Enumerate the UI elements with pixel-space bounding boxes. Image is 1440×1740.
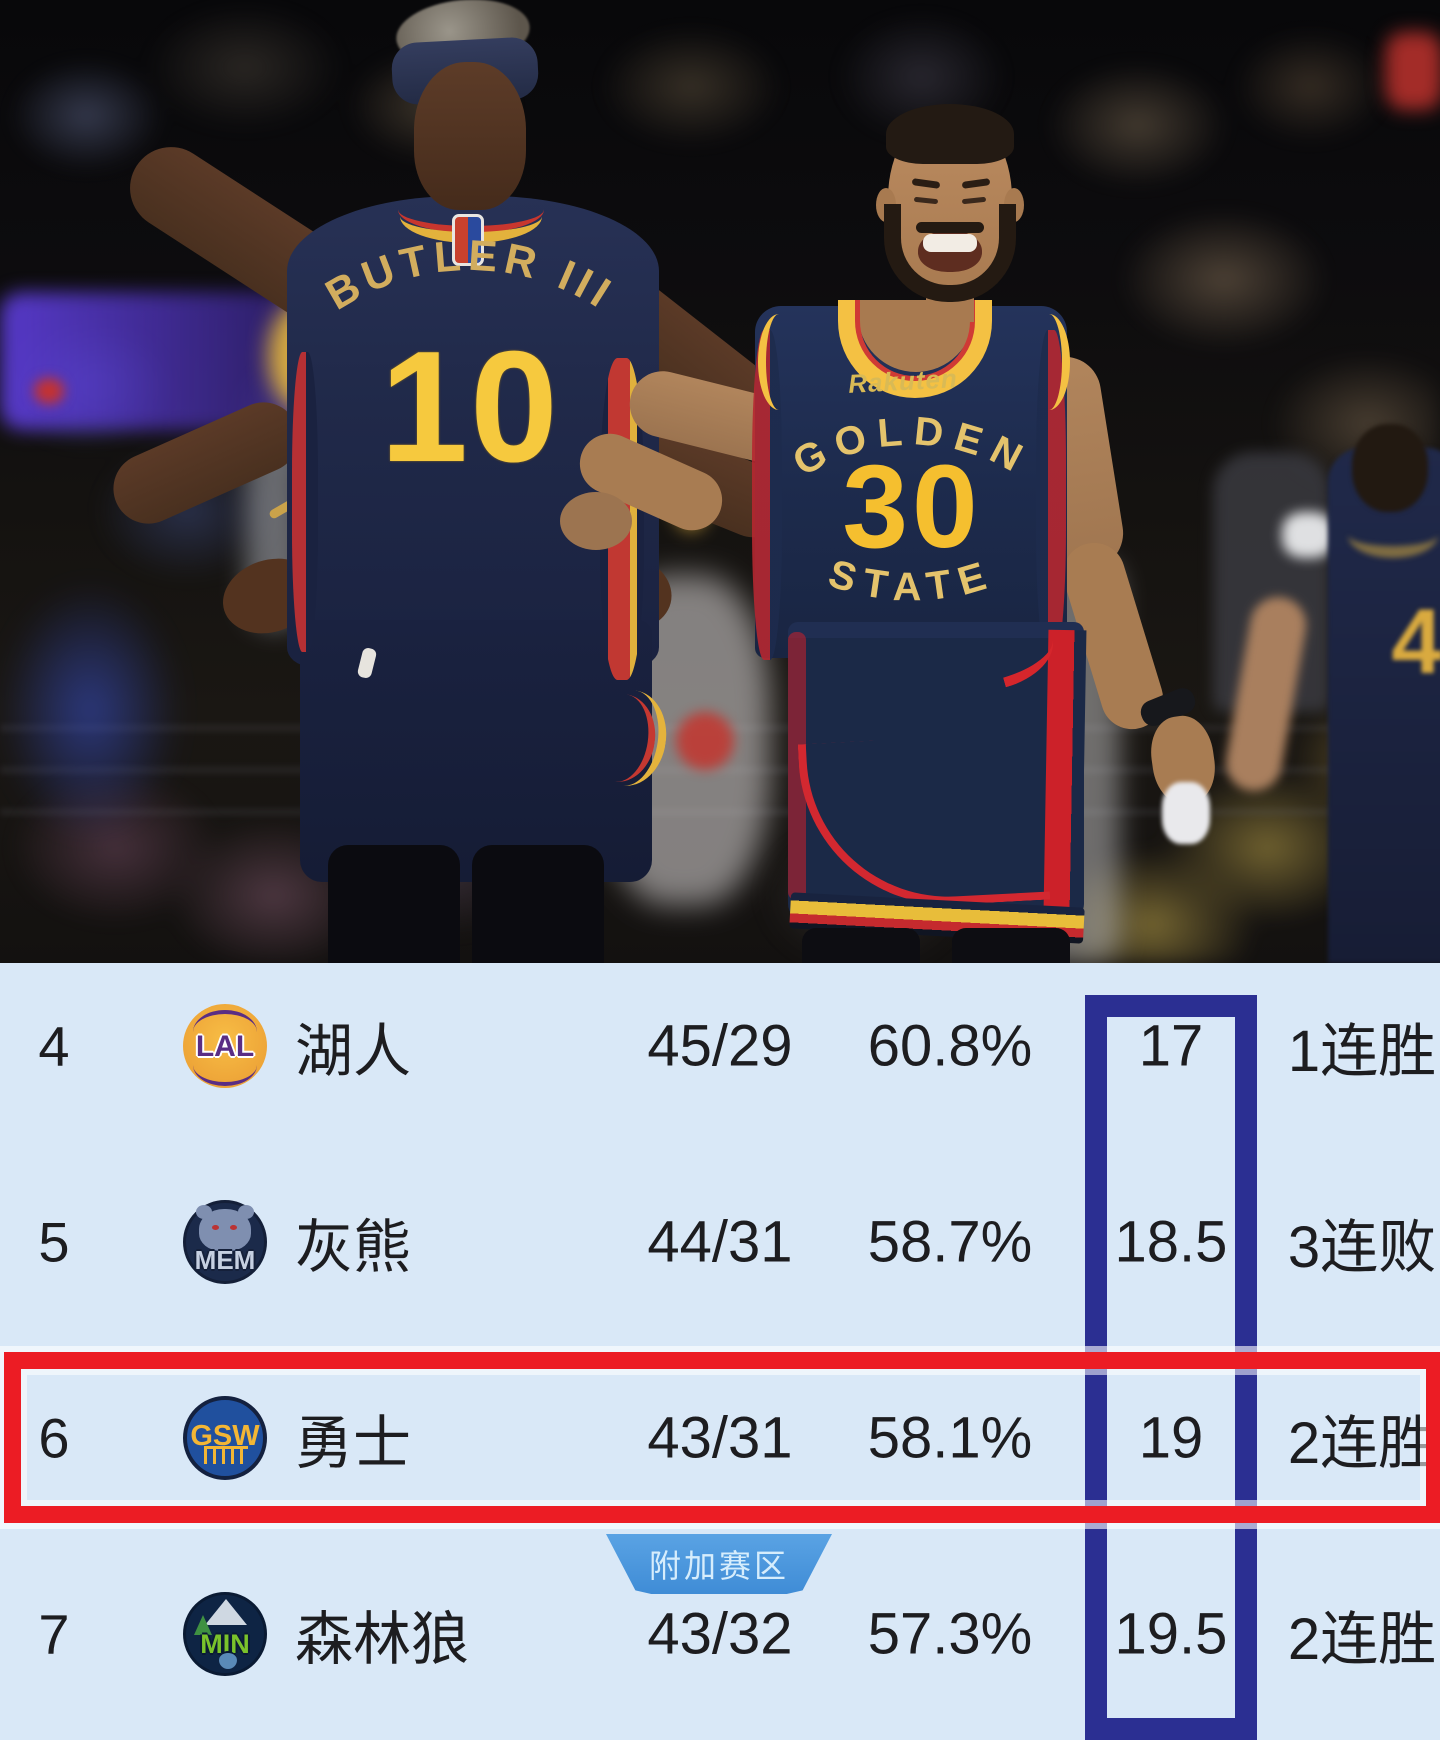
record-cell: 44/31 bbox=[647, 1209, 793, 1275]
butler-left-legging bbox=[328, 845, 460, 963]
games-behind-cell: 19 bbox=[1138, 1405, 1204, 1471]
grizzlies-logo: MEM bbox=[183, 1200, 267, 1284]
games-behind-cell: 17 bbox=[1138, 1013, 1204, 1079]
streak-cell: 2连胜 bbox=[1287, 1411, 1437, 1476]
blurred-red-object bbox=[676, 712, 734, 770]
bear-eye bbox=[230, 1225, 237, 1230]
nba-logo bbox=[452, 214, 484, 266]
basketball-seam bbox=[193, 1044, 257, 1086]
rank-cell: 7 bbox=[38, 1602, 70, 1666]
svg-text:BUTLER III: BUTLER III bbox=[318, 232, 624, 320]
team-abbr-label: LAL bbox=[195, 1030, 255, 1063]
curry-armhole-trim-right bbox=[1028, 314, 1070, 410]
butler-jersey-side-panel-left bbox=[292, 352, 318, 652]
record-cell: 43/32 bbox=[647, 1601, 793, 1667]
game-photo: 4 BUTLER III 10 Raku bbox=[0, 0, 1440, 963]
referee-towel bbox=[1282, 512, 1334, 558]
team-name-cell: 森林狼 bbox=[295, 1607, 470, 1672]
curry-hair bbox=[886, 104, 1014, 164]
basketball-icon bbox=[219, 1651, 237, 1669]
rank-cell: 4 bbox=[38, 1014, 70, 1078]
curry-number: 30 bbox=[842, 441, 982, 573]
mountain-icon bbox=[205, 1599, 247, 1625]
win-pct-cell: 58.1% bbox=[867, 1405, 1033, 1471]
table-row-timberwolves[interactable]: 7 MIN 森林狼 43/32 57.3% 19.5 2连胜 bbox=[0, 1536, 1440, 1732]
rank-cell: 5 bbox=[38, 1210, 70, 1274]
curry-shorts bbox=[788, 622, 1084, 920]
playin-zone-badge: 附加赛区 bbox=[606, 1534, 832, 1594]
curry-shorts-red-stripe-right bbox=[1043, 629, 1087, 913]
streak-cell: 3连败 bbox=[1287, 1215, 1437, 1280]
team-name-cell: 湖人 bbox=[295, 1019, 412, 1084]
butler-name-arc: BUTLER III bbox=[318, 232, 624, 320]
streak-cell: 2连胜 bbox=[1287, 1607, 1437, 1672]
bear-face bbox=[199, 1209, 251, 1251]
bear-eye bbox=[212, 1225, 219, 1230]
butler-number: 10 bbox=[380, 319, 560, 495]
games-behind-cell: 19.5 bbox=[1114, 1601, 1228, 1667]
curry-right-hand bbox=[560, 492, 632, 550]
background-player-number: 4 bbox=[1391, 591, 1440, 693]
table-row-lakers[interactable]: 4 LAL 湖人 45/29 60.8% 17 1连胜 bbox=[0, 948, 1440, 1144]
record-cell: 43/31 bbox=[647, 1405, 793, 1471]
butler-jersey bbox=[287, 196, 659, 666]
table-row-grizzlies[interactable]: 5 MEM 灰熊 44/31 58.7% 18.5 3连败 bbox=[0, 1144, 1440, 1340]
curry-armhole-trim-left bbox=[758, 314, 800, 410]
games-behind-cell: 18.5 bbox=[1114, 1209, 1228, 1275]
win-pct-cell: 57.3% bbox=[867, 1601, 1033, 1667]
red-led-dot bbox=[34, 378, 64, 404]
curry-left-legging bbox=[802, 928, 920, 963]
bridge-icon bbox=[204, 1446, 248, 1464]
warriors-logo: GSW bbox=[183, 1396, 267, 1480]
timberwolves-logo: MIN bbox=[183, 1592, 267, 1676]
butler-right-legging bbox=[472, 845, 604, 963]
warriors-row-highlight-box bbox=[4, 1352, 1440, 1523]
butler-head bbox=[414, 62, 526, 210]
butler-name-text: BUTLER III bbox=[318, 232, 618, 320]
curry-city-bottom-text: STATE bbox=[824, 552, 991, 610]
table-row-warriors[interactable]: 6 GSW 勇士 43/31 58.1% 19 2连胜 bbox=[0, 1340, 1440, 1536]
team-name-cell: 灰熊 bbox=[295, 1215, 412, 1280]
basketball-seam bbox=[193, 1010, 257, 1054]
svg-text:STATE: STATE bbox=[824, 552, 1001, 610]
background-player-head bbox=[1352, 424, 1428, 512]
curry-mustache bbox=[916, 222, 984, 233]
blue-light-blob bbox=[0, 540, 210, 880]
curry-city-bottom-arc: STATE bbox=[824, 552, 1001, 610]
curry-shorts-red-stripe-left bbox=[788, 632, 806, 900]
curry-city-top-arc: GOLDEN bbox=[786, 409, 1028, 484]
red-corner-blob bbox=[1385, 32, 1440, 110]
tree-icon bbox=[194, 1615, 212, 1635]
curry-right-legging bbox=[952, 928, 1070, 963]
streak-cell: 1连胜 bbox=[1287, 1019, 1437, 1084]
lakers-logo: LAL bbox=[183, 1004, 267, 1088]
win-pct-cell: 60.8% bbox=[867, 1013, 1033, 1079]
team-name-cell: 勇士 bbox=[295, 1411, 412, 1476]
background-player-nameplate bbox=[1348, 512, 1438, 558]
record-cell: 45/29 bbox=[647, 1013, 793, 1079]
team-abbr-label: MEM bbox=[194, 1245, 256, 1275]
win-pct-cell: 58.7% bbox=[867, 1209, 1033, 1275]
rank-cell: 6 bbox=[38, 1406, 70, 1470]
curry-mouthguard bbox=[1162, 782, 1210, 844]
